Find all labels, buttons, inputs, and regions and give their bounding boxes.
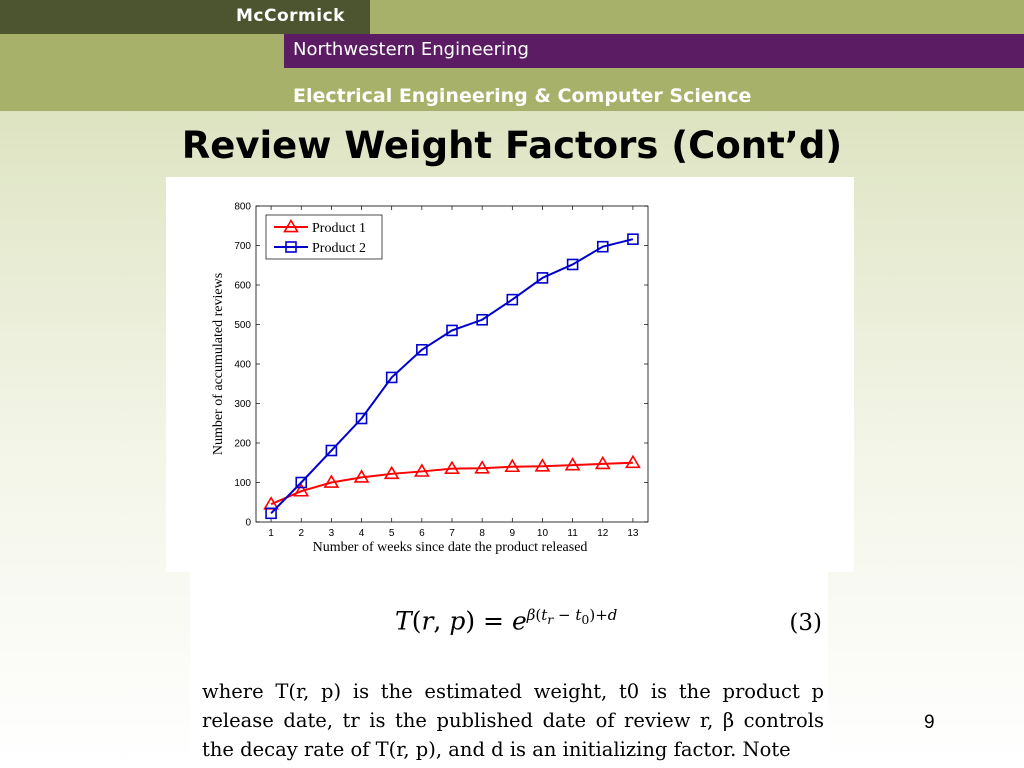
y-axis-title: Number of accumulated reviews: [211, 273, 226, 455]
series-2: [265, 233, 639, 520]
data-point: [295, 476, 308, 489]
data-point: [383, 465, 400, 480]
y-tick-label: 600: [234, 281, 251, 292]
x-tick-label: 6: [419, 528, 425, 539]
chart-panel: 0 100 200 300 400 500 600 700 800 1 2 3 4 5 6 7 8 9 10 11 12…: [166, 177, 854, 572]
data-point: [564, 457, 581, 471]
chart-legend: Product 1 Product 2: [265, 214, 383, 260]
slide-number: 9: [924, 712, 935, 733]
data-point: [293, 483, 310, 497]
x-tick-label: 2: [298, 528, 304, 539]
x-tick-label: 11: [567, 528, 578, 539]
plot-frame: [255, 205, 649, 523]
data-point: [596, 240, 609, 253]
data-point: [385, 371, 398, 384]
legend-label: Product 2: [312, 241, 366, 256]
y-tick-label: 800: [234, 202, 251, 213]
series-line: [270, 238, 634, 515]
data-point: [627, 233, 639, 245]
mccormick-logo: McCormick: [236, 6, 345, 26]
x-tick-label: 10: [537, 528, 549, 539]
y-tick-label: 100: [234, 478, 251, 489]
x-axis-title: Number of weeks since date the product r…: [313, 540, 588, 555]
y-tick-label: 500: [234, 320, 251, 331]
data-point: [444, 460, 460, 475]
series-1: [263, 454, 641, 510]
data-point: [625, 454, 641, 469]
data-point: [325, 444, 338, 457]
slide-title: Review Weight Factors (Cont’d): [181, 124, 843, 167]
x-tick-label: 5: [389, 528, 395, 539]
data-point: [534, 458, 551, 472]
x-tick-label: 4: [359, 528, 365, 539]
mccormick-logo-block: McCormick: [0, 0, 370, 34]
data-point: [265, 507, 277, 520]
data-point: [476, 313, 488, 326]
x-tick-label: 8: [479, 528, 485, 539]
data-point: [355, 412, 368, 425]
data-point: [506, 293, 519, 306]
data-point: [353, 469, 370, 483]
data-point: [413, 463, 430, 477]
legend-marker: [285, 241, 297, 253]
data-point: [416, 343, 428, 356]
paper-excerpt: T(r, p) = eβ(tr − t0)+d (3) where T(r, p…: [190, 572, 828, 768]
data-point: [536, 272, 549, 284]
chart-series: [263, 233, 641, 520]
x-tick-label: 9: [510, 528, 516, 539]
northwestern-bar: Northwestern Engineering: [284, 34, 1024, 68]
x-tick-label: 3: [329, 528, 335, 539]
data-point: [566, 258, 579, 271]
equation-number: (3): [789, 610, 822, 636]
y-tick-label: 200: [234, 439, 251, 450]
equation: T(r, p) = eβ(tr − t0)+d: [395, 606, 618, 636]
paper-paragraph: where T(r, p) is the estimated weight, t…: [202, 680, 824, 761]
series-line: [270, 461, 633, 506]
y-tick-label: 700: [234, 241, 251, 252]
northwestern-wordmark: Northwestern Engineering: [293, 39, 529, 60]
y-tick-label: 400: [234, 360, 251, 371]
data-point: [594, 455, 611, 470]
legend-marker: [283, 218, 299, 233]
x-tick-label: 13: [627, 528, 639, 539]
y-tick-label: 300: [234, 399, 251, 410]
x-tick-label: 7: [449, 528, 455, 539]
data-point: [446, 324, 458, 337]
department-name: Electrical Engineering & Computer Scienc…: [293, 85, 752, 107]
data-point: [474, 460, 491, 474]
legend-label: Product 1: [312, 221, 366, 236]
x-tick-label: 1: [268, 528, 274, 539]
y-tick-label: 0: [245, 518, 251, 529]
data-point: [504, 458, 521, 473]
data-point: [323, 474, 340, 488]
x-tick-label: 12: [597, 528, 609, 539]
